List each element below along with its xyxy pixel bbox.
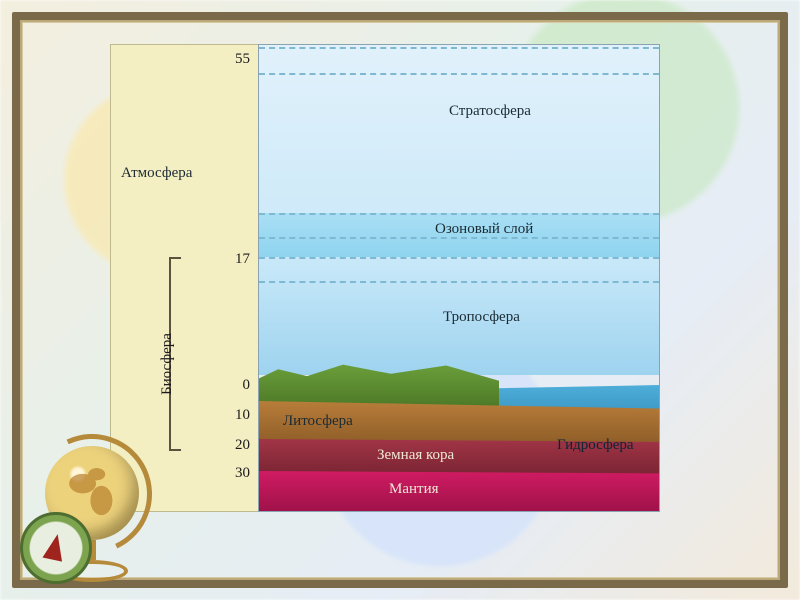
globe-icon — [22, 392, 162, 582]
tick-20: 20 — [235, 437, 250, 454]
compass-icon — [20, 512, 92, 584]
hydrosphere-label: Гидросфера — [557, 437, 634, 454]
crust-label: Земная кора — [377, 447, 454, 464]
tick-10: 10 — [235, 407, 250, 424]
tick-0: 0 — [243, 377, 251, 394]
stratosphere-layer — [259, 45, 659, 213]
mantle-label: Мантия — [389, 481, 439, 498]
tick-55: 55 — [235, 51, 250, 68]
atmosphere-axis-label: Атмосфера — [121, 165, 192, 182]
mantle-shape — [259, 471, 659, 511]
troposphere-label: Тропосфера — [443, 309, 520, 326]
dash-line — [259, 281, 659, 283]
cross-section-panel: Стратосфера Озоновый слой Тропосфера Лит… — [258, 44, 660, 512]
tick-30: 30 — [235, 465, 250, 482]
earth-spheres-diagram: 55 17 0 10 20 30 Атмосфера Биосфера — [110, 44, 660, 512]
biosphere-axis-label: Биосфера — [159, 333, 176, 395]
tick-17: 17 — [235, 251, 250, 268]
stratosphere-label: Стратосфера — [449, 103, 531, 120]
dash-line — [259, 73, 659, 75]
dash-line — [259, 47, 659, 49]
ozone-label: Озоновый слой — [435, 221, 533, 238]
page: 55 17 0 10 20 30 Атмосфера Биосфера — [0, 0, 800, 600]
dash-line — [259, 213, 659, 215]
lithosphere-label: Литосфера — [283, 413, 353, 430]
dash-line — [259, 257, 659, 259]
